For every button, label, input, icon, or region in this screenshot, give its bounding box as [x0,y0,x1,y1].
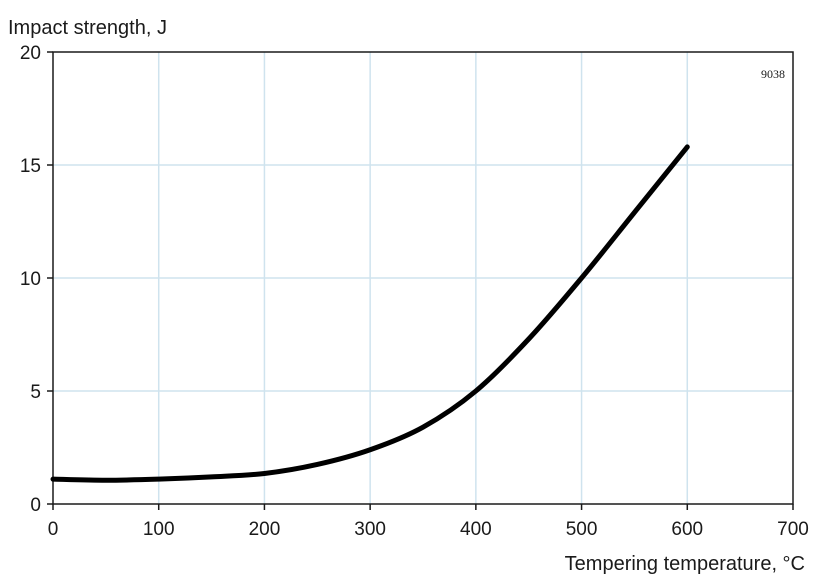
y-tick-label: 15 [20,156,41,177]
x-tick-label: 700 [777,519,809,540]
y-axis-title: Impact strength, J [8,17,167,39]
x-tick-label: 400 [460,519,492,540]
x-tick-label: 0 [48,519,59,540]
x-tick-label: 200 [249,519,281,540]
gridlines [53,52,793,504]
figure-code-annotation: 9038 [761,67,785,81]
x-tick-labels: 0 100 200 300 400 500 600 700 [48,519,809,540]
y-tick-label: 0 [30,495,41,516]
x-axis-title: Tempering temperature, °C [565,553,805,575]
y-tick-label: 20 [20,43,41,64]
y-tick-label: 10 [20,269,41,290]
tick-marks [47,51,794,510]
x-tick-label: 300 [354,519,386,540]
x-tick-label: 500 [566,519,598,540]
x-tick-label: 600 [671,519,703,540]
x-tick-label: 100 [143,519,175,540]
series-line [50,144,690,483]
y-tick-labels: 0 5 10 15 20 [20,43,41,516]
y-tick-label: 5 [30,382,41,403]
